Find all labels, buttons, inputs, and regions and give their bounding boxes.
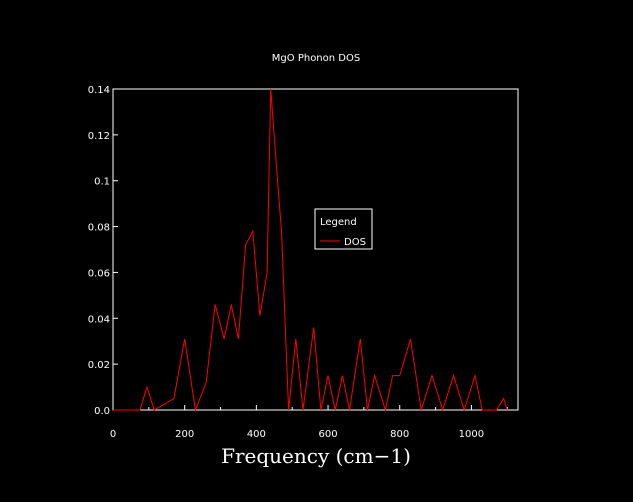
series-line-dos: [113, 88, 508, 412]
chart-title: MgO Phonon DOS: [272, 53, 360, 64]
x-tick-label: 200: [175, 429, 194, 440]
y-tick-label: 0.06: [88, 268, 110, 279]
x-tick-label: 1000: [459, 429, 484, 440]
x-axis-label: Frequency (cm−1): [221, 444, 411, 468]
legend: Legend DOS: [314, 208, 373, 250]
legend-box: [314, 208, 373, 250]
y-tick-label: 0.1: [94, 177, 110, 188]
x-tick-label: 400: [247, 429, 266, 440]
x-tick-label: 800: [390, 429, 409, 440]
y-tick-label: 0.08: [88, 223, 110, 234]
y-tick-label: 0.0: [94, 406, 110, 417]
x-tick-label: 0: [110, 429, 116, 440]
y-tick-label: 0.12: [88, 131, 110, 142]
plot-frame: [112, 88, 519, 411]
y-tick-label: 0.04: [88, 314, 110, 325]
legend-entry-dos: DOS: [344, 237, 366, 248]
x-tick-label: 600: [318, 429, 337, 440]
y-tick-label: 0.02: [88, 360, 110, 371]
legend-title: Legend: [320, 217, 357, 228]
plot-area: 0.0 0.02 0.04 0.06 0.08 0.1 0.12 0.14 0 200 400 600…: [88, 85, 519, 440]
y-tick-label: 0.14: [88, 85, 110, 96]
